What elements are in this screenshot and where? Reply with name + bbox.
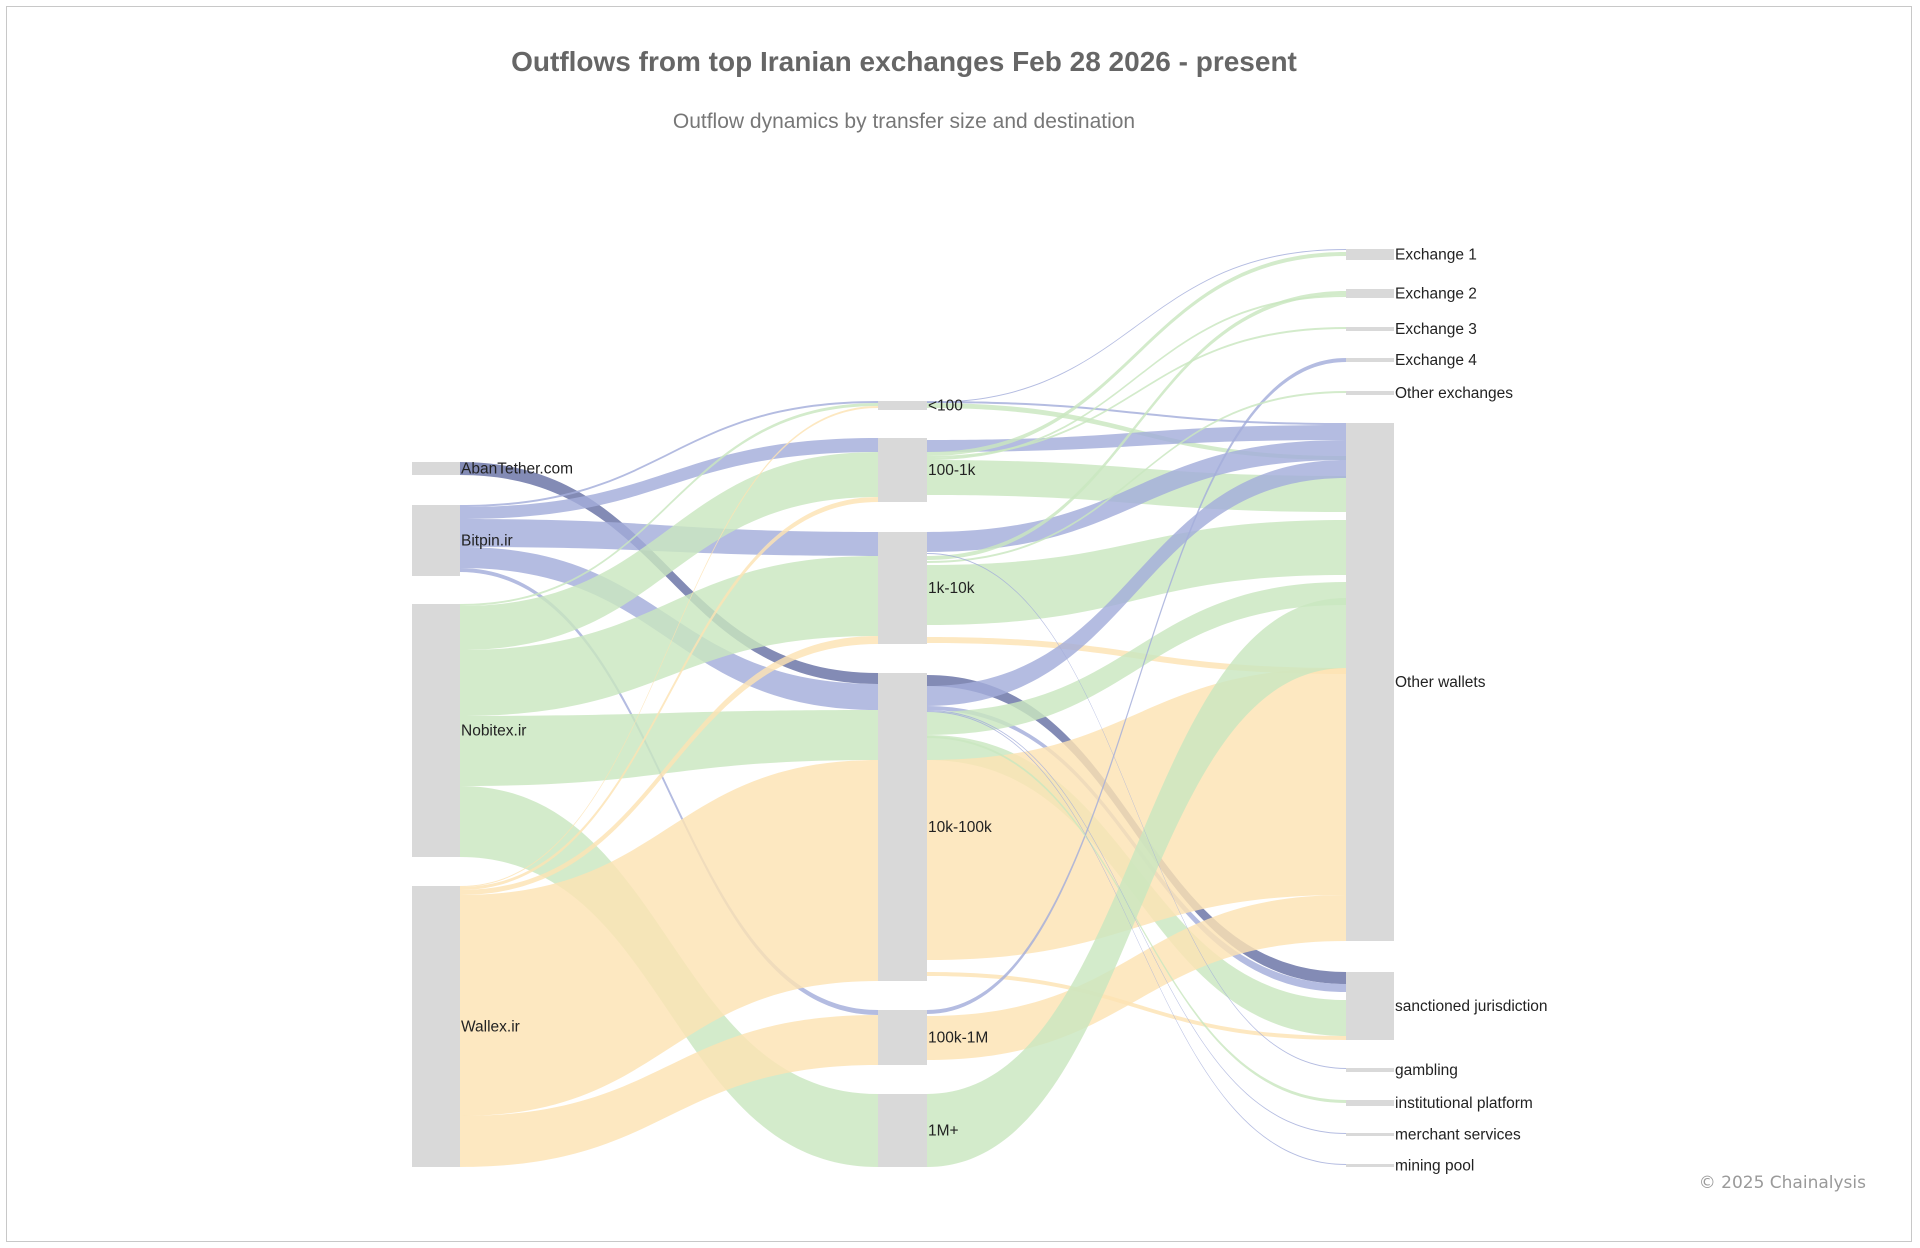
sankey-link-10k-100k-to-otherwallets[interactable] bbox=[927, 460, 1346, 706]
sankey-link-wallex-to-1k-10k[interactable] bbox=[460, 636, 878, 895]
sankey-node-institutional[interactable] bbox=[1346, 1100, 1394, 1106]
sankey-link-10k-100k-to-otherwallets[interactable] bbox=[927, 668, 1346, 960]
sankey-link-100-1k-to-ex2[interactable] bbox=[927, 295, 1346, 460]
node-label-ex2: Exchange 2 bbox=[1395, 286, 1477, 303]
sankey-link-1k-10k-to-otherwallets[interactable] bbox=[927, 440, 1346, 552]
sankey-node-wallex[interactable] bbox=[412, 886, 460, 1167]
sankey-link-nobitex-to-lt100[interactable] bbox=[460, 403, 878, 606]
sankey-link-100-1k-to-ex3[interactable] bbox=[927, 327, 1346, 458]
sankey-link-10k-100k-to-sanctioned[interactable] bbox=[927, 972, 1346, 1040]
sankey-node-nobitex[interactable] bbox=[412, 604, 460, 857]
sankey-node-lt100[interactable] bbox=[878, 401, 927, 410]
node-label-1k-10k: 1k-10k bbox=[928, 580, 975, 597]
node-label-otherwallets: Other wallets bbox=[1395, 674, 1486, 691]
node-label-abantether: AbanTether.com bbox=[461, 461, 573, 478]
sankey-node-otherwallets[interactable] bbox=[1346, 423, 1394, 941]
node-label-otherex: Other exchanges bbox=[1395, 385, 1513, 402]
sankey-node-otherex[interactable] bbox=[1346, 391, 1394, 395]
sankey-link-wallex-to-lt100[interactable] bbox=[460, 406, 878, 887]
node-label-100-1k: 100-1k bbox=[928, 462, 976, 479]
sankey-link-10k-100k-to-otherwallets[interactable] bbox=[927, 582, 1346, 735]
sankey-link-nobitex-to-100-1k[interactable] bbox=[460, 452, 878, 650]
sankey-node-bitpin[interactable] bbox=[412, 505, 460, 576]
sankey-link-1k-10k-to-gambling[interactable] bbox=[927, 553, 1346, 1069]
sankey-node-ex3[interactable] bbox=[1346, 327, 1394, 331]
sankey-link-nobitex-to-10k-100k[interactable] bbox=[460, 710, 878, 786]
sankey-link-bitpin-to-100k-1M[interactable] bbox=[460, 568, 878, 1015]
node-label-gambling: gambling bbox=[1395, 1062, 1458, 1079]
sankey-labels: AbanTether.com Bitpin.ir Nobitex.ir Wallex.… bbox=[461, 247, 1548, 1175]
node-label-mining: mining pool bbox=[1395, 1158, 1474, 1175]
sankey-node-sanctioned[interactable] bbox=[1346, 972, 1394, 1040]
sankey-node-ex4[interactable] bbox=[1346, 358, 1394, 362]
sankey-link-lt100-to-ex1[interactable] bbox=[927, 249, 1346, 403]
sankey-link-100-1k-to-ex1[interactable] bbox=[927, 252, 1346, 456]
node-label-ex1: Exchange 1 bbox=[1395, 247, 1477, 264]
node-label-10k-100k: 10k-100k bbox=[928, 819, 992, 836]
node-label-bitpin: Bitpin.ir bbox=[461, 533, 513, 550]
node-label-nobitex: Nobitex.ir bbox=[461, 723, 526, 740]
sankey-node-ex2[interactable] bbox=[1346, 289, 1394, 298]
node-label-merchant: merchant services bbox=[1395, 1127, 1521, 1144]
copyright-credit: © 2025 Chainalysis bbox=[1698, 1173, 1866, 1193]
sankey-node-mining[interactable] bbox=[1346, 1164, 1394, 1167]
sankey-link-nobitex-to-1k-10k[interactable] bbox=[460, 556, 878, 716]
sankey-link-1k-10k-to-ex2[interactable] bbox=[927, 291, 1346, 560]
sankey-link-100-1k-to-otherwallets[interactable] bbox=[927, 425, 1346, 452]
sankey-node-100-1k[interactable] bbox=[878, 438, 927, 502]
chart-subtitle: Outflow dynamics by transfer size and de… bbox=[672, 110, 1136, 133]
sankey-link-1k-10k-to-otherwallets[interactable] bbox=[927, 520, 1346, 625]
sankey-link-1M+-to-otherwallets[interactable] bbox=[927, 598, 1346, 1167]
sankey-link-lt100-to-otherwallets[interactable] bbox=[927, 401, 1346, 425]
sankey-node-gambling[interactable] bbox=[1346, 1068, 1394, 1072]
sankey-node-100k-1M[interactable] bbox=[878, 1010, 927, 1065]
node-label-sanctioned: sanctioned jurisdiction bbox=[1395, 998, 1548, 1015]
sankey-node-1M+[interactable] bbox=[878, 1094, 927, 1167]
node-label-ex4: Exchange 4 bbox=[1395, 352, 1477, 369]
node-label-wallex: Wallex.ir bbox=[461, 1019, 520, 1036]
sankey-link-10k-100k-to-mining[interactable] bbox=[927, 711, 1346, 1165]
node-label-1M+: 1M+ bbox=[928, 1123, 959, 1140]
sankey-node-10k-100k[interactable] bbox=[878, 673, 927, 981]
sankey-node-merchant[interactable] bbox=[1346, 1133, 1394, 1136]
sankey-nodes bbox=[412, 249, 1394, 1167]
sankey-link-bitpin-to-lt100[interactable] bbox=[460, 401, 878, 507]
sankey-node-1k-10k[interactable] bbox=[878, 532, 927, 644]
sankey-node-abantether[interactable] bbox=[412, 462, 460, 475]
node-label-lt100: <100 bbox=[928, 398, 963, 415]
sankey-link-1k-10k-to-otherex[interactable] bbox=[927, 391, 1346, 563]
node-label-100k-1M: 100k-1M bbox=[928, 1030, 988, 1047]
sankey-link-wallex-to-10k-100k[interactable] bbox=[460, 760, 878, 1116]
sankey-link-10k-100k-to-institutional[interactable] bbox=[927, 736, 1346, 1103]
chart-title: Outflows from top Iranian exchanges Feb … bbox=[511, 46, 1297, 77]
sankey-link-wallex-to-100k-1M[interactable] bbox=[460, 1015, 878, 1167]
sankey-link-100k-1M-to-ex4[interactable] bbox=[927, 358, 1346, 1014]
sankey-link-100k-1M-to-otherwallets[interactable] bbox=[927, 895, 1346, 1060]
node-label-institutional: institutional platform bbox=[1395, 1095, 1533, 1112]
node-label-ex3: Exchange 3 bbox=[1395, 321, 1477, 338]
sankey-link-lt100-to-otherwallets[interactable] bbox=[927, 403, 1346, 460]
sankey-node-ex1[interactable] bbox=[1346, 249, 1394, 260]
sankey-links bbox=[460, 249, 1346, 1167]
sankey-link-10k-100k-to-merchant[interactable] bbox=[927, 710, 1346, 1134]
sankey-link-wallex-to-100-1k[interactable] bbox=[460, 497, 878, 890]
